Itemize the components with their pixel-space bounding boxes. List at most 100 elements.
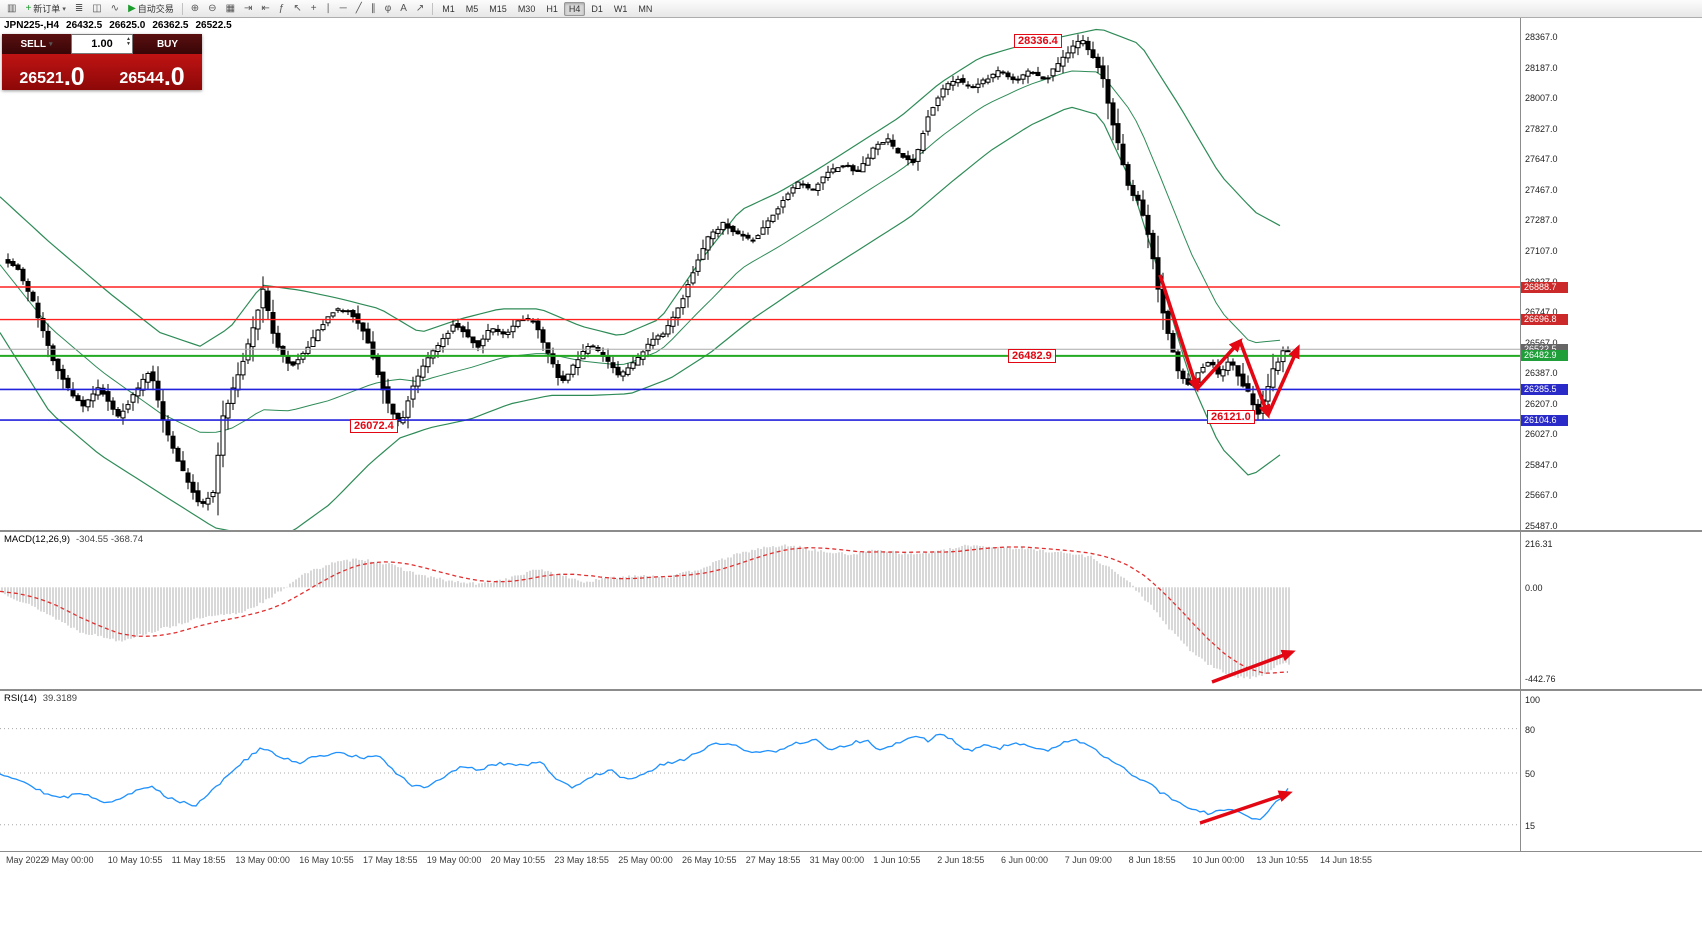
text-button[interactable]: A — [396, 1, 411, 16]
pane-splitter-macd[interactable] — [0, 530, 1702, 532]
volume-stepper[interactable]: ▲ ▼ — [126, 37, 131, 47]
charts-grid-icon-button[interactable]: ▥ — [3, 1, 20, 16]
timeframe-d1[interactable]: D1 — [591, 3, 603, 14]
price-tag: 26522.5 — [1521, 343, 1568, 355]
stepper-up-icon[interactable]: ▲ — [126, 36, 131, 42]
time-axis-label: 17 May 18:55 — [363, 855, 418, 865]
channel-button[interactable]: ∥ — [367, 1, 380, 16]
fibonacci-button[interactable]: φ — [381, 1, 395, 16]
rsi-arrow[interactable] — [1199, 790, 1293, 825]
pane-splitter-rsi[interactable] — [0, 689, 1702, 691]
timeframe-m30[interactable]: M30 — [517, 3, 536, 14]
time-axis-label: 6 Jun 00:00 — [1001, 855, 1049, 865]
price-axis-label: 26387.0 — [1525, 368, 1558, 379]
price-tag: 26104.6 — [1521, 414, 1568, 426]
candles — [5, 34, 1291, 516]
time-axis-label: 11 May 18:55 — [171, 855, 226, 865]
sell-label: SELL — [20, 38, 47, 50]
buy-price-main: 26544 — [119, 70, 164, 87]
time-axis-border — [0, 851, 1702, 852]
buy-price[interactable]: 26544.0 — [102, 54, 202, 90]
auto-scroll-button[interactable]: ⇥ — [240, 1, 256, 16]
volume-value: 1.00 — [91, 38, 113, 50]
timeframe-h1[interactable]: H1 — [546, 3, 558, 14]
price-axis-label: 27467.0 — [1525, 184, 1558, 195]
zoom-in-icon: ⊕ — [190, 2, 200, 14]
ohlc-high: 26625.0 — [109, 20, 146, 31]
indicators-button[interactable]: ƒ — [275, 1, 289, 16]
price-axis-label: 26027.0 — [1525, 429, 1558, 440]
timeframe-h4[interactable]: H4 — [563, 1, 586, 16]
toolbar: ▥ + 新订单 ▾ ≣ ◫ ∿ ▶ 自动交易 ⊕ ⊖ ▦ ⇥ ⇤ ƒ ↖ + ∣ ─ ╱ ∥ φ A ↗ M1 M5 M15 M3… — [0, 0, 1702, 18]
horizontal-line-button[interactable]: ─ — [336, 1, 351, 16]
price-annotation[interactable]: 26482.9 — [1008, 348, 1056, 363]
chart-candles-icon-icon: ◫ — [92, 2, 102, 14]
autotrading-button[interactable]: ▶ 自动交易 — [124, 1, 178, 16]
sell-caret-icon: ▾ — [49, 41, 53, 48]
macd-axis-label: -442.76 — [1525, 674, 1556, 685]
buy-button[interactable]: BUY — [133, 34, 202, 54]
indicators-icon: ƒ — [278, 2, 285, 14]
price-tag: 26482.9 — [1521, 350, 1568, 362]
price-annotation[interactable]: 26121.0 — [1207, 410, 1255, 425]
chart-line-icon-button[interactable]: ∿ — [107, 1, 123, 16]
new-order-button[interactable]: + 新订单 ▾ — [21, 1, 69, 16]
sell-price[interactable]: 26521.0 — [2, 54, 102, 90]
timeframe-m15[interactable]: M15 — [489, 3, 507, 14]
zoom-out-button[interactable]: ⊖ — [204, 1, 220, 16]
macd-pane-canvas[interactable] — [0, 532, 1520, 689]
rsi-value: 39.3189 — [42, 693, 78, 704]
time-axis-label: 26 May 10:55 — [682, 855, 737, 865]
time-axis[interactable]: May 2022 9 May 00:00 10 May 10:55 11 May 18… — [0, 852, 1702, 867]
time-axis-label: 10 May 10:55 — [107, 855, 163, 865]
time-axis-label: 27 May 18:55 — [745, 855, 801, 865]
chart-bars-icon-button[interactable]: ≣ — [71, 1, 87, 16]
trend-arrow[interactable] — [1158, 274, 1300, 419]
price-axis-label: 27107.0 — [1525, 245, 1558, 256]
time-axis-label: 16 May 10:55 — [299, 855, 354, 865]
crosshair-button[interactable]: + — [307, 1, 321, 16]
vertical-line-button[interactable]: ∣ — [322, 1, 335, 16]
ohlc-low: 26362.5 — [152, 20, 189, 31]
macd-values: -304.55 -368.74 — [76, 534, 144, 545]
timeframe-m5[interactable]: M5 — [465, 3, 479, 14]
timeframe-group: M1 M5 M15 M30 H1 H4 D1 W1 MN — [437, 1, 657, 16]
sell-button[interactable]: SELL ▾ — [2, 34, 71, 54]
ohlc-open: 26432.5 — [66, 20, 103, 31]
new-order-button-label: 新订单 — [33, 4, 61, 14]
tile-windows-button[interactable]: ▦ — [222, 1, 239, 16]
macd-arrow[interactable] — [1211, 649, 1296, 684]
cursor-button[interactable]: ↖ — [289, 1, 305, 16]
autotrading-icon: ▶ — [128, 2, 136, 14]
rsi-axis-label: 80 — [1525, 724, 1536, 735]
zoom-in-button[interactable]: ⊕ — [187, 1, 203, 16]
volume-input[interactable]: 1.00 ▲ ▼ — [71, 34, 133, 54]
price-axis-label: 27647.0 — [1525, 154, 1558, 165]
rsi-axis-label: 50 — [1525, 769, 1536, 779]
price-annotation[interactable]: 26072.4 — [350, 418, 398, 433]
time-axis-label: 25 May 00:00 — [618, 855, 673, 865]
time-axis-label: 23 May 18:55 — [554, 855, 609, 865]
main-chart-canvas[interactable] — [0, 18, 1520, 530]
horizontal-line-icon: ─ — [339, 2, 347, 14]
timeframe-w1[interactable]: W1 — [613, 3, 628, 14]
time-axis-label: 7 Jun 09:00 — [1064, 855, 1112, 865]
timeframe-mn[interactable]: MN — [638, 3, 653, 14]
time-axis-label: 13 May 00:00 — [235, 855, 290, 865]
symbol-info: JPN225-,H4 26432.5 26625.0 26362.5 26522… — [4, 20, 232, 31]
timeframe-m1[interactable]: M1 — [442, 3, 455, 14]
arrows-button[interactable]: ↗ — [412, 1, 428, 16]
price-axis-label: 25667.0 — [1525, 490, 1558, 501]
chart-shift-button[interactable]: ⇤ — [257, 1, 273, 16]
trendline-icon: ╱ — [355, 2, 362, 14]
rsi-pane-canvas[interactable] — [0, 691, 1520, 851]
price-annotation[interactable]: 28336.4 — [1014, 34, 1062, 49]
horizontal-lines[interactable] — [0, 286, 1520, 421]
chart-candles-icon-button[interactable]: ◫ — [88, 1, 105, 16]
trade-panel-top-row: SELL ▾ 1.00 ▲ ▼ BUY — [2, 34, 202, 54]
stepper-down-icon[interactable]: ▼ — [126, 41, 131, 47]
trendline-button[interactable]: ╱ — [352, 1, 366, 16]
rsi-name: RSI(14) — [4, 693, 37, 704]
chart-window: 28367.0 28187.0 28007.0 27827.0 27647.0 27467… — [0, 18, 1702, 939]
price-axis-label: 25487.0 — [1525, 521, 1558, 531]
